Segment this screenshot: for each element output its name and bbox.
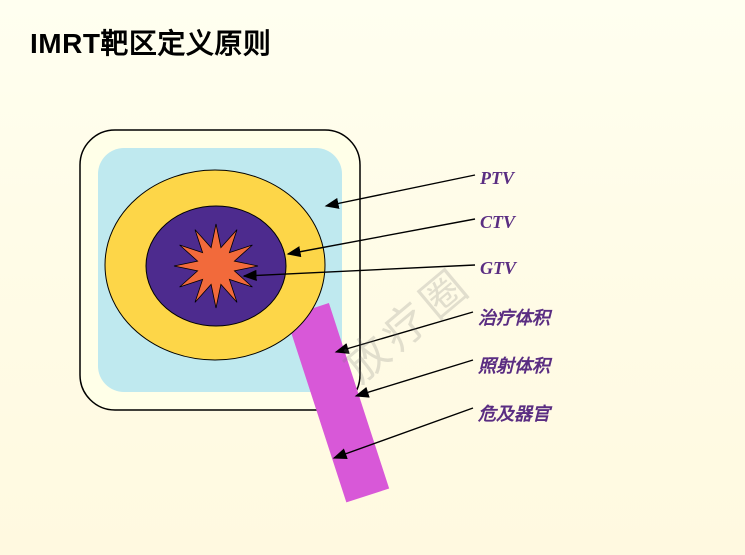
label-iv: 照射体积 bbox=[478, 352, 550, 378]
label-gtv: GTV bbox=[480, 258, 516, 279]
label-ctv: CTV bbox=[480, 212, 515, 233]
diagram-svg bbox=[0, 0, 745, 555]
label-oar: 危及器官 bbox=[478, 400, 550, 426]
arrow-iv bbox=[356, 360, 473, 396]
label-tv: 治疗体积 bbox=[478, 304, 550, 330]
label-ptv: PTV bbox=[480, 168, 514, 189]
